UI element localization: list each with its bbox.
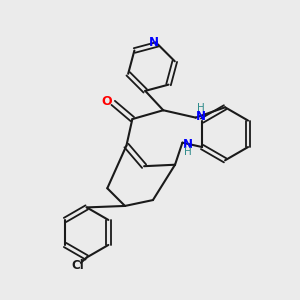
Text: H: H xyxy=(197,103,205,113)
Text: H: H xyxy=(184,147,192,157)
Text: Cl: Cl xyxy=(71,259,84,272)
Text: N: N xyxy=(149,36,159,49)
Text: O: O xyxy=(101,95,112,108)
Text: N: N xyxy=(183,138,193,151)
Text: N: N xyxy=(196,110,206,123)
